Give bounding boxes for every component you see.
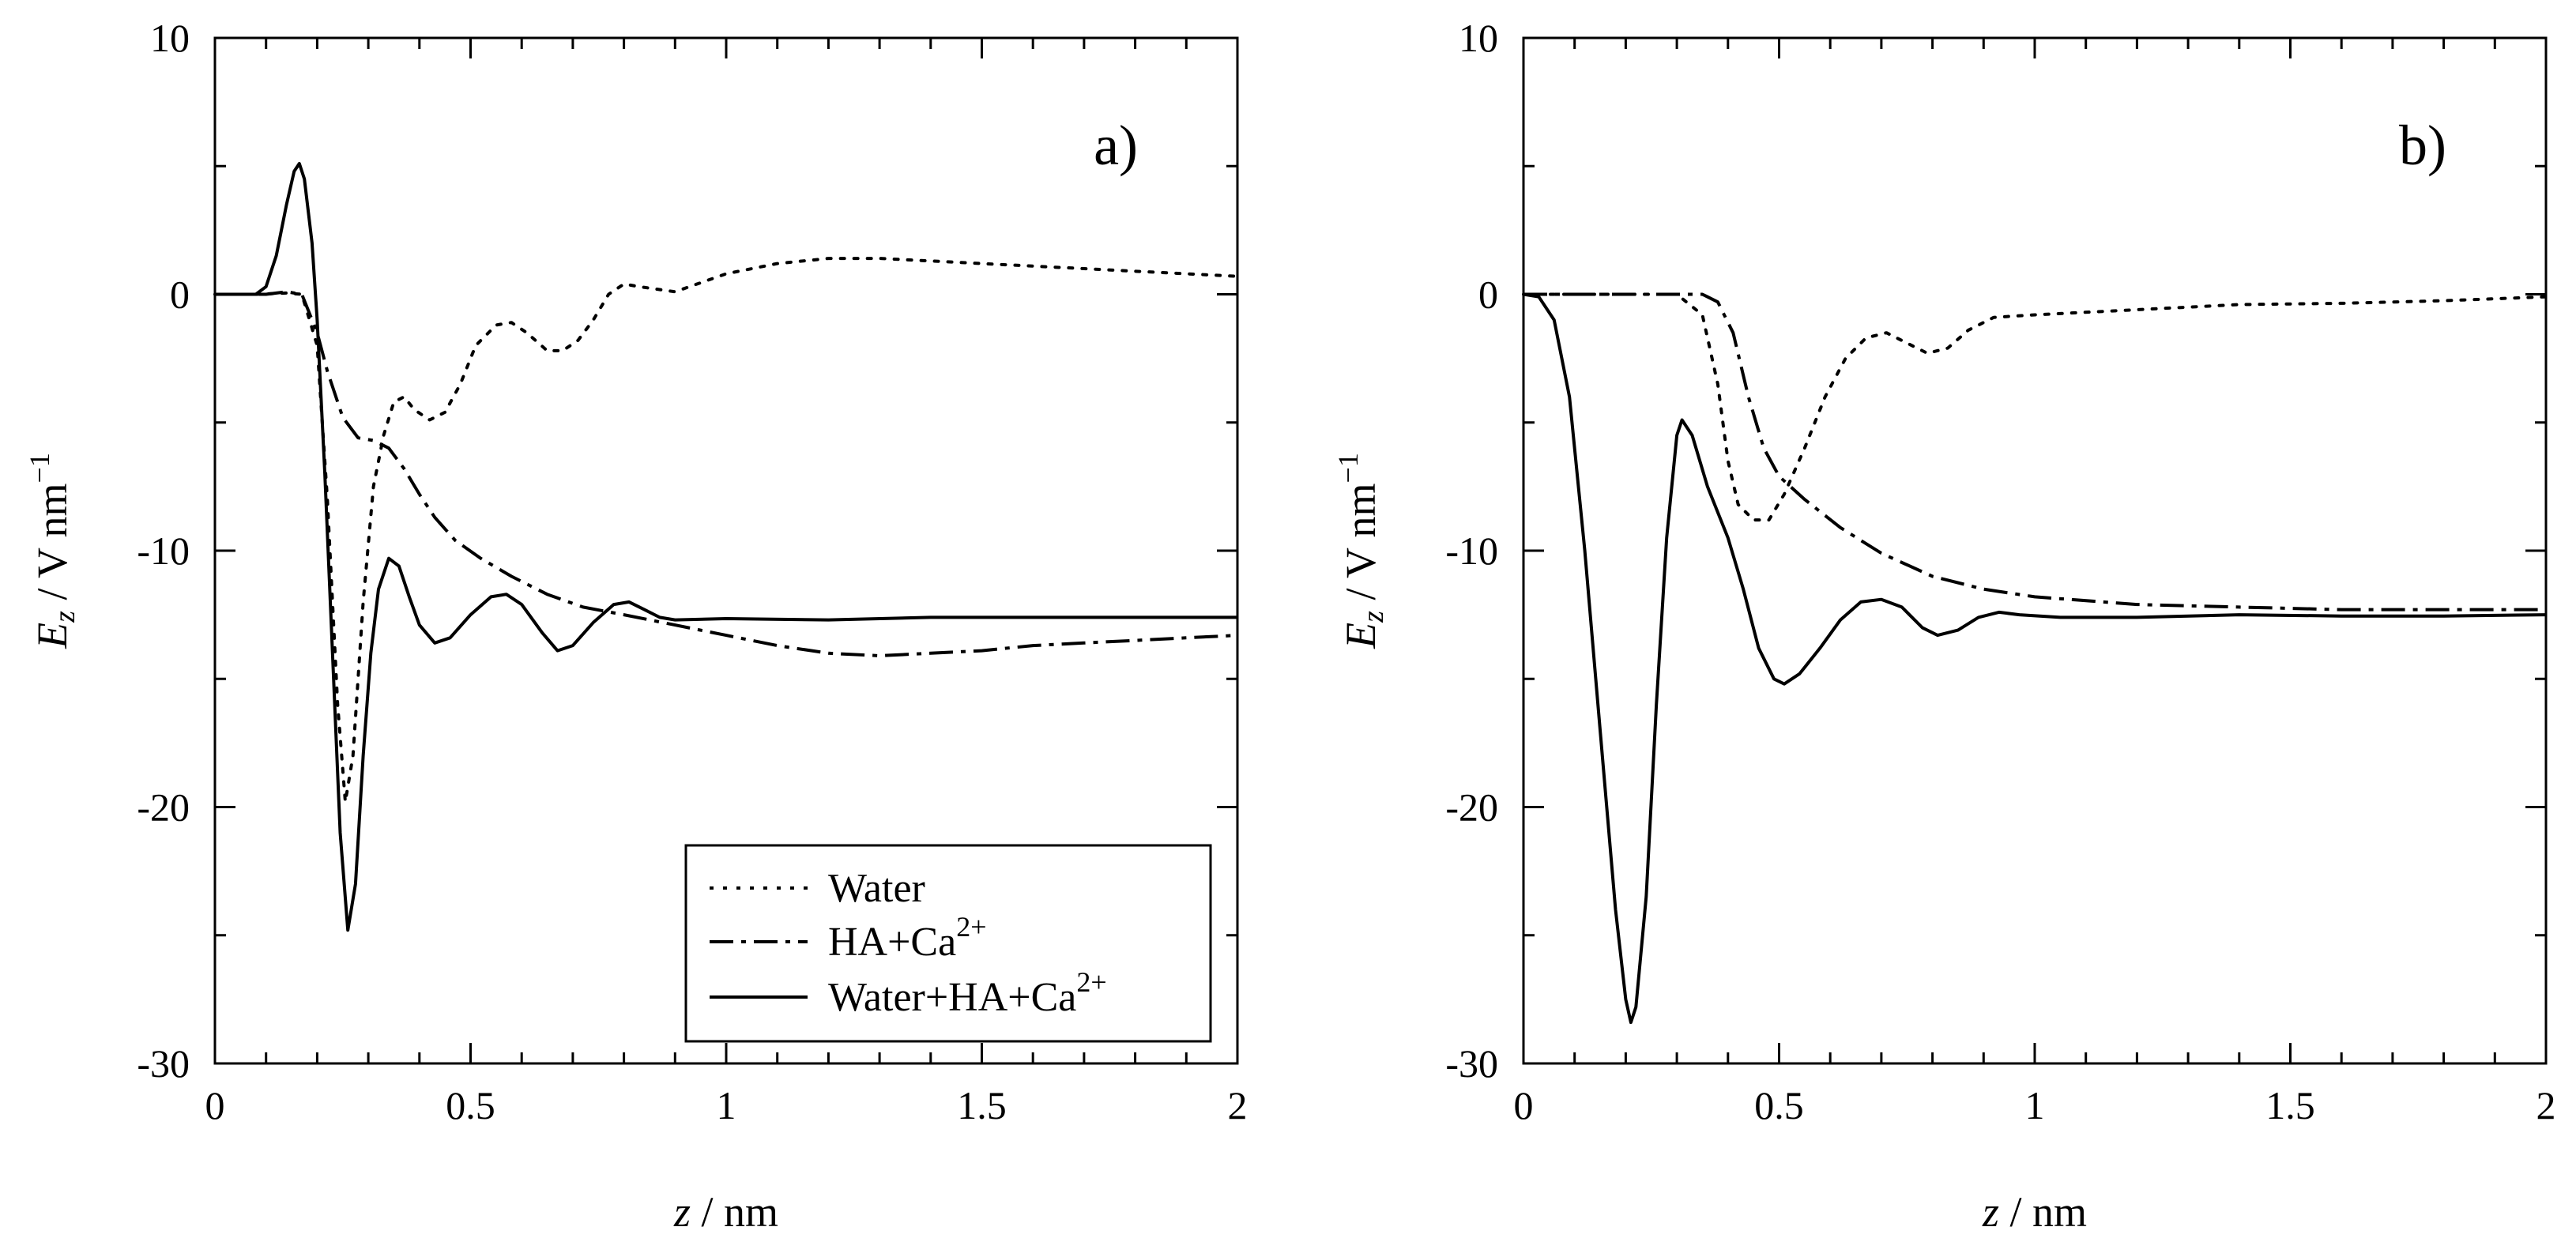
panel-b-y-tick-label: -20 — [1445, 785, 1498, 830]
panel-b-x-unit: / nm — [1999, 1188, 2087, 1236]
panel-b-x-tick-label: 2 — [2536, 1083, 2556, 1127]
panel-b-y-var: E — [1337, 623, 1384, 649]
legend-label-ha-ca: HA+Ca2+ — [828, 911, 987, 965]
panel-a-y-sub: z — [48, 611, 81, 623]
panel-b-x-tick-label: 1 — [2025, 1083, 2045, 1127]
panel-a-x-tick-label: 1 — [717, 1083, 736, 1127]
panel-a-y-tick-label: -10 — [137, 529, 190, 573]
panel-a-frame — [213, 36, 1239, 1065]
panel-a-y-tick-label: 0 — [170, 273, 190, 317]
panel-b-series-water-ha-ca2- — [1523, 292, 2547, 1025]
panel-a-y-tick-label: -20 — [137, 785, 190, 830]
panel-b-x-tick-label: 0 — [1514, 1083, 1534, 1127]
panel-b-y-sub: z — [1357, 611, 1390, 623]
panel-a-x-tick-label: 2 — [1228, 1083, 1248, 1127]
panel-a-y-exp: −1 — [24, 453, 55, 483]
panel-a-x-var: z — [673, 1188, 691, 1236]
panel-a-series — [213, 162, 1239, 932]
panel-b-label: b) — [2399, 114, 2446, 177]
panel-a-y-tick-label: -30 — [137, 1041, 190, 1086]
panel-a-x-axis-label: z / nm — [673, 1188, 778, 1236]
panel-a-x-tick-label: 0 — [205, 1083, 225, 1127]
panel-b-x-axis-label: z / nm — [1982, 1188, 2087, 1236]
panel-a-x-tick-label: 1.5 — [957, 1083, 1007, 1127]
panel-b: 0 0.5 1 1.5 2 10 0 -10 -20 -30 b) z / nm Ez / V n… — [1332, 16, 2556, 1236]
panel-b-y-axis-label: Ez / V nm−1 — [1332, 453, 1390, 649]
panel-b-x-tick-label: 1.5 — [2265, 1083, 2315, 1127]
panel-a-label: a) — [1094, 114, 1138, 177]
panel-a: 0 0.5 1 1.5 2 10 0 -10 -20 -30 a) z / nm Ez / V n… — [24, 16, 1248, 1236]
panel-b-series-water — [1522, 292, 2548, 522]
legend-label-water: Water — [828, 866, 925, 911]
panel-b-y-exp: −1 — [1332, 453, 1364, 483]
panel-b-ticks: 0 0.5 1 1.5 2 10 0 -10 -20 -30 — [1445, 16, 2555, 1127]
panel-b-x-tick-label: 0.5 — [1754, 1083, 1804, 1127]
panel-a-series-water — [213, 257, 1239, 804]
panel-a-y-axis-label: Ez / V nm−1 — [24, 453, 81, 649]
panel-b-y-tick-label: -30 — [1445, 1041, 1498, 1086]
panel-a-y-var: E — [28, 623, 76, 649]
panel-a-x-unit: / nm — [691, 1188, 778, 1236]
panel-a-x-tick-label: 0.5 — [446, 1083, 495, 1127]
panel-a-y-unit: / V nm — [28, 483, 76, 611]
panel-b-y-tick-label: 0 — [1478, 273, 1498, 317]
panel-b-y-tick-label: 10 — [1459, 16, 1498, 60]
panel-b-y-unit: / V nm — [1337, 483, 1384, 611]
panel-a-series-ha-ca2- — [215, 290, 1238, 657]
panel-a-series-water-ha-ca2- — [215, 162, 1237, 932]
legend-label-water-ha-ca: Water+HA+Ca2+ — [828, 966, 1107, 1020]
panel-b-series — [1522, 292, 2548, 1025]
panel-b-frame — [1522, 36, 2548, 1065]
panel-b-y-tick-label: -10 — [1445, 529, 1498, 573]
legend: Water HA+Ca2+ Water+HA+Ca2+ — [684, 844, 1212, 1043]
panel-b-series-ha-ca2- — [1523, 292, 2546, 612]
panel-a-y-tick-label: 10 — [150, 16, 190, 60]
panel-b-x-var: z — [1982, 1188, 1999, 1236]
